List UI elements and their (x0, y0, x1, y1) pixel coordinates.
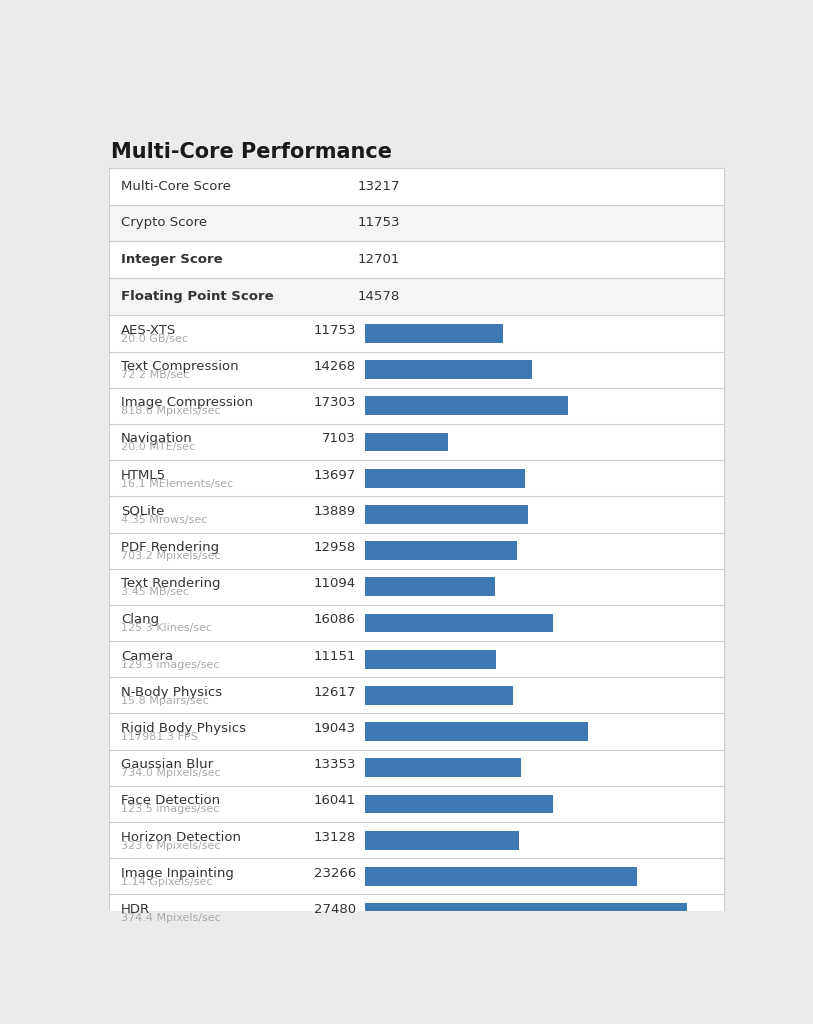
Text: 15.8 Mpairs/sec: 15.8 Mpairs/sec (121, 695, 209, 706)
Text: Image Inpainting: Image Inpainting (121, 866, 234, 880)
Text: Image Compression: Image Compression (121, 396, 253, 410)
Bar (110, 205, 724, 242)
Text: 16.1 MElements/sec: 16.1 MElements/sec (121, 478, 233, 488)
Bar (110, 388, 724, 424)
Text: Rigid Body Physics: Rigid Body Physics (121, 722, 246, 735)
Bar (365, 360, 532, 379)
Text: 7103: 7103 (322, 432, 356, 445)
Bar (110, 532, 724, 568)
Text: 11753: 11753 (358, 216, 400, 229)
Text: 20.0 MTE/sec: 20.0 MTE/sec (121, 442, 195, 453)
Text: Horizon Detection: Horizon Detection (121, 830, 241, 844)
Bar (365, 432, 448, 452)
Text: 818.6 Mpixels/sec: 818.6 Mpixels/sec (121, 407, 220, 416)
Text: 12701: 12701 (358, 254, 400, 266)
Bar (110, 641, 724, 677)
Text: 13128: 13128 (314, 830, 356, 844)
Text: 129.3 images/sec: 129.3 images/sec (121, 659, 220, 670)
Text: 13353: 13353 (313, 758, 356, 771)
Bar (110, 822, 724, 858)
Bar (110, 315, 724, 351)
Text: Multi-Core Score: Multi-Core Score (121, 179, 231, 193)
Text: 13889: 13889 (314, 505, 356, 518)
Text: Gaussian Blur: Gaussian Blur (121, 758, 213, 771)
Text: Face Detection: Face Detection (121, 795, 220, 807)
Text: 17303: 17303 (314, 396, 356, 410)
Text: PDF Rendering: PDF Rendering (121, 541, 220, 554)
Text: 11151: 11151 (313, 649, 356, 663)
Text: Navigation: Navigation (121, 432, 193, 445)
Bar (110, 497, 724, 532)
Text: 13217: 13217 (358, 179, 400, 193)
Text: 3.45 MB/sec: 3.45 MB/sec (121, 587, 189, 597)
Text: N-Body Physics: N-Body Physics (121, 686, 222, 698)
Bar (365, 686, 513, 705)
Text: 16041: 16041 (314, 795, 356, 807)
Bar (110, 785, 724, 822)
Text: Floating Point Score: Floating Point Score (121, 291, 274, 303)
Text: 27480: 27480 (314, 903, 356, 915)
Text: 4.35 Mrows/sec: 4.35 Mrows/sec (121, 515, 207, 525)
Text: AES-XTS: AES-XTS (121, 324, 176, 337)
Text: 12958: 12958 (314, 541, 356, 554)
Bar (110, 460, 724, 497)
Text: SQLite: SQLite (121, 505, 164, 518)
Text: Text Rendering: Text Rendering (121, 578, 220, 590)
Text: 16086: 16086 (314, 613, 356, 627)
Text: 11094: 11094 (314, 578, 356, 590)
Text: 323.6 Mpixels/sec: 323.6 Mpixels/sec (121, 841, 220, 851)
Bar (365, 613, 554, 633)
Bar (365, 867, 637, 886)
Text: 703.2 Mpixels/sec: 703.2 Mpixels/sec (121, 551, 220, 561)
Bar (110, 168, 724, 205)
Bar (110, 750, 724, 785)
Text: Camera: Camera (121, 649, 173, 663)
Bar (110, 279, 724, 315)
Bar (365, 722, 588, 741)
Bar (365, 396, 567, 416)
Text: 1.14 Gpixels/sec: 1.14 Gpixels/sec (121, 877, 212, 887)
Bar (365, 324, 502, 343)
Bar (365, 650, 496, 669)
Text: 734.0 Mpixels/sec: 734.0 Mpixels/sec (121, 768, 220, 778)
Text: 125.3 Klines/sec: 125.3 Klines/sec (121, 624, 212, 634)
Bar (110, 242, 724, 279)
Text: Integer Score: Integer Score (121, 254, 223, 266)
Bar (110, 568, 724, 605)
Text: Clang: Clang (121, 613, 159, 627)
Text: HTML5: HTML5 (121, 469, 166, 481)
Text: 13697: 13697 (314, 469, 356, 481)
Bar (365, 759, 521, 777)
Text: 23266: 23266 (314, 866, 356, 880)
Bar (365, 795, 553, 813)
Bar (110, 424, 724, 460)
Text: 14268: 14268 (314, 360, 356, 373)
Text: 19043: 19043 (314, 722, 356, 735)
Text: 11753: 11753 (313, 324, 356, 337)
Text: 123.5 images/sec: 123.5 images/sec (121, 804, 220, 814)
Bar (110, 677, 724, 714)
Text: 12617: 12617 (314, 686, 356, 698)
Bar (365, 542, 517, 560)
Text: Crypto Score: Crypto Score (121, 216, 207, 229)
Text: 374.4 Mpixels/sec: 374.4 Mpixels/sec (121, 913, 221, 923)
Text: 72.2 MB/sec: 72.2 MB/sec (121, 370, 189, 380)
Bar (365, 903, 687, 922)
Bar (110, 894, 724, 931)
Bar (110, 858, 724, 894)
Text: Text Compression: Text Compression (121, 360, 239, 373)
Text: 20.0 GB/sec: 20.0 GB/sec (121, 334, 188, 344)
Bar (365, 578, 495, 596)
Bar (110, 605, 724, 641)
Bar (110, 351, 724, 388)
Bar (365, 830, 519, 850)
Text: Multi-Core Performance: Multi-Core Performance (111, 142, 392, 162)
Bar (365, 505, 528, 524)
Text: HDR: HDR (121, 903, 150, 915)
Text: 117981.3 FPS: 117981.3 FPS (121, 732, 198, 742)
Bar (365, 469, 525, 487)
Text: 14578: 14578 (358, 291, 400, 303)
Bar (110, 714, 724, 750)
